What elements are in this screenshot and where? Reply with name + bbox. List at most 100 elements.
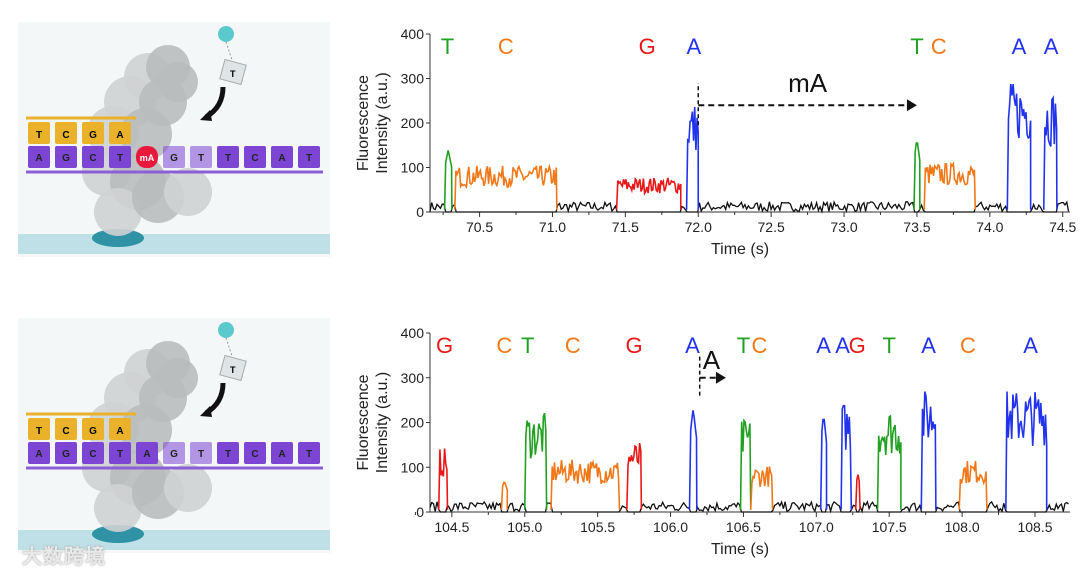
y-axis-label: Fluorescence [355,75,372,171]
base-call-label: G [849,333,866,358]
strand-base [82,442,104,464]
y-tick-label: 100 [401,459,425,475]
template-base [55,122,77,144]
event-trace-A [1006,83,1032,210]
x-tick-label: 105.0 [507,519,542,535]
strand-base-label: C [89,449,96,460]
x-axis-label: Time (s) [711,541,769,558]
baseline-trace [429,200,1070,214]
template-base-label: T [36,426,42,437]
polymerase-blob [120,108,172,160]
base-call-label: C [960,333,976,358]
x-tick-label: 74.5 [1049,219,1076,235]
arrow-head-icon [715,371,726,384]
x-tick-label: 106.5 [726,519,761,535]
y-tick-label: 400 [401,325,425,341]
x-tick-label: 107.5 [872,519,907,535]
polymerase-blob [164,168,212,216]
fluorescence-chart-b: 0 100 200 300 400 104.5 105.0 105.5 106.0 106.5 10… [355,325,1070,558]
event-trace-G [626,442,643,510]
base-call-label: T [882,333,895,358]
base-call-label: A [1012,34,1027,59]
strand-base-label: G [62,153,70,164]
base-call-label: G [626,333,643,358]
event-trace-T [739,418,752,510]
event-trace-G [854,474,861,510]
x-tick-label: 73.5 [903,219,930,235]
y-axis-label: Fluorescence [355,374,372,470]
strand-base-label: T [198,449,204,460]
event-trace-A [685,106,700,210]
template-base [109,122,131,144]
event-trace-A [688,410,698,510]
y-tick-label: 0 [416,204,424,220]
base-call-label: A [1023,333,1038,358]
anchor [92,229,144,247]
y-tick-label: 200 [401,415,425,431]
y-tick-label: 100 [401,160,425,176]
event-trace-G [437,448,449,510]
base-call-label: G [436,333,453,358]
strand-base-label: T [225,153,231,164]
x-tick-label: 74.0 [976,219,1003,235]
polymerase-blob [94,484,142,532]
template-base-label: C [62,130,69,141]
strand-base [190,442,212,464]
x-tick-label: 108.5 [1017,519,1052,535]
strand-base-label: T [117,153,123,164]
base-call-label: G [639,34,656,59]
incoming-nucleotide [219,58,247,86]
x-tick-label: 104.5 [434,519,469,535]
strand-base-label: C [89,153,96,164]
event-trace-T [876,414,902,510]
event-trace-A [920,391,937,510]
strand-base-label: C [251,153,258,164]
strand-base-label: T [306,153,312,164]
strand-base-label: mA [140,153,155,163]
anchor [92,525,144,543]
strand-base [271,146,293,168]
arrow-head-icon [200,406,212,417]
event-trace-C [550,459,621,510]
base-call-label: T [910,34,923,59]
polymerase-illustration-b: T T C G A A G C T A G T T C A T [18,318,330,553]
polymerase-blob [158,62,198,102]
y-tick-label: 0 [416,504,424,520]
template-base-label: G [89,426,97,437]
base-call-label: C [565,333,581,358]
event-trace-C [923,161,977,210]
strand-base [136,442,158,464]
strand-base-label: C [251,449,258,460]
event-trace-C [500,481,509,510]
strand-base [163,146,185,168]
event-trace-C [749,466,774,510]
base-call-label: T [521,333,534,358]
strand-base-label: T [225,449,231,460]
strand-base [271,442,293,464]
strand-base-label: A [35,449,42,460]
strand-base [136,146,158,168]
baseline-trace [429,500,1069,514]
template-base [28,418,50,440]
event-trace-A [840,404,853,510]
strand-base-label: T [198,153,204,164]
x-tick-label: 72.0 [685,219,712,235]
template-base-label: C [62,426,69,437]
polymerase-blob [158,358,198,398]
template-base-label: G [89,130,97,141]
x-tick-label: 106.0 [653,519,688,535]
strand-base-label: A [143,449,150,460]
polymerase-blob [94,188,142,236]
strand-base [109,146,131,168]
x-tick-label: 105.5 [580,519,615,535]
event-trace-T [523,412,548,510]
watermark: 大数跨境 [22,546,106,568]
strand-base [217,146,239,168]
surface [18,234,330,254]
strand-base-label: A [35,153,42,164]
strand-base [217,442,239,464]
strand-base [55,146,77,168]
strand-base [163,442,185,464]
